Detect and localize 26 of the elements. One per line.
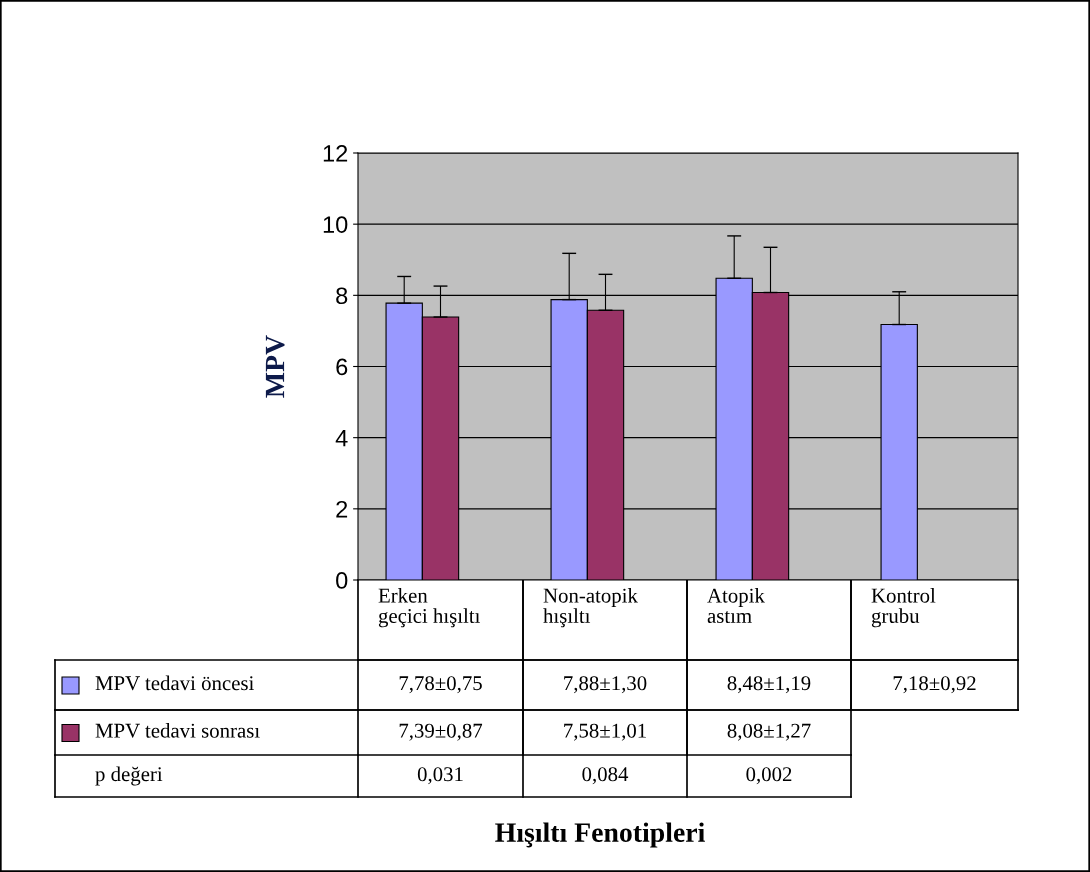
x-tick-label: Kontrol grubu <box>871 588 936 628</box>
y-tick-label: 12 <box>323 145 348 162</box>
y-axis-title: MPV <box>265 335 285 398</box>
text: 0,031 <box>417 767 463 785</box>
x-tick-label: Atopik astım <box>707 588 765 623</box>
data-label: 8,48±1,19 <box>727 676 811 694</box>
data-label: 7,88±1,30 <box>564 676 647 694</box>
data-label: 7,78±0,75 <box>399 676 482 694</box>
text: 0,002 <box>746 767 792 785</box>
legend-label: MPV tedavi sonrası <box>95 723 260 738</box>
y-tick-label: 10 <box>323 216 348 233</box>
data-label: 7,39±0,87 <box>399 723 483 741</box>
text: Hışıltı Fenotipleri <box>495 822 705 848</box>
data-label: 8,08±1,27 <box>727 723 811 741</box>
y-tick-label: 8 <box>336 287 348 305</box>
text: 0,084 <box>582 767 629 785</box>
y-tick-label: 2 <box>336 500 348 518</box>
x-tick-label: Non-atopik hışıltı <box>543 588 638 628</box>
text: p değeri <box>95 766 163 786</box>
data-label: 7,18±0,92 <box>893 676 976 694</box>
y-tick-label: 0 <box>336 572 348 589</box>
data-label: 7,58±1,01 <box>564 723 646 741</box>
legend-label: MPV tedavi öncesi <box>95 675 254 691</box>
y-tick-label: 6 <box>336 358 348 376</box>
y-tick-label: 4 <box>335 429 348 447</box>
x-tick-label: Erken geçici hışıltı <box>378 588 481 628</box>
